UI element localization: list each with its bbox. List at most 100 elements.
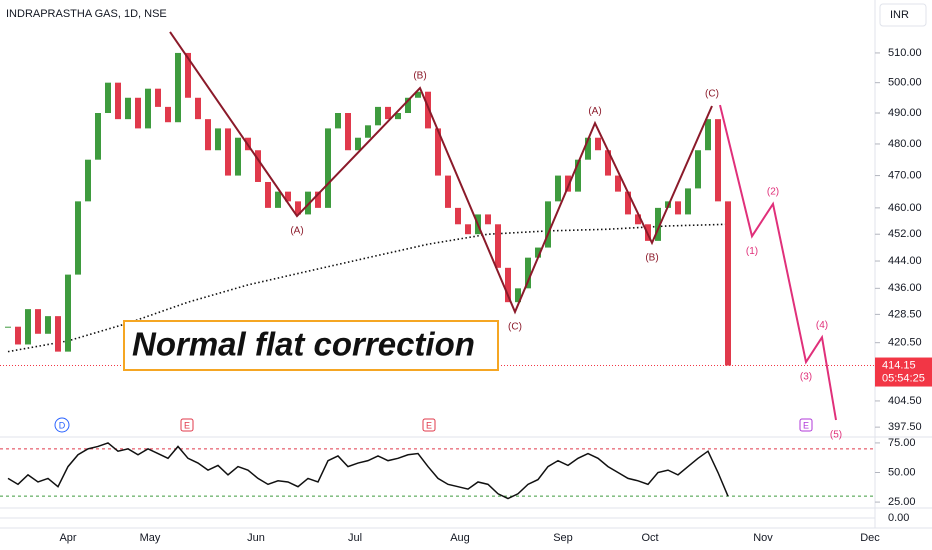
wave-label: (4): [816, 320, 828, 331]
candle: [135, 97, 141, 129]
y-tick-label: 50.00: [888, 466, 916, 478]
candle: [605, 150, 611, 176]
price-countdown: 05:54:25: [882, 372, 925, 384]
candle: [595, 137, 601, 151]
wave-label: (2): [767, 187, 779, 198]
candle: [355, 137, 361, 151]
candle: [565, 175, 571, 192]
candle: [585, 137, 591, 160]
wave-label: (1): [746, 246, 758, 257]
candle: [425, 91, 431, 129]
event-label: E: [803, 420, 809, 430]
candle: [385, 106, 391, 120]
candle: [495, 224, 501, 268]
x-tick-label: Oct: [641, 532, 658, 544]
y-tick-label: 75.00: [888, 437, 916, 449]
wave-label: (5): [830, 430, 842, 441]
price-tag: [875, 357, 932, 387]
candle: [485, 214, 491, 225]
candle: [635, 214, 641, 225]
candle: [125, 97, 131, 120]
x-tick-label: Jul: [348, 532, 362, 544]
y-tick-label: 490.00: [888, 107, 922, 119]
candle: [145, 88, 151, 129]
candle: [45, 316, 51, 334]
candle: [435, 128, 441, 176]
candle: [685, 188, 691, 215]
y-tick-label: 480.00: [888, 138, 922, 150]
event-marker: [799, 418, 813, 432]
y-tick-label: 428.50: [888, 308, 922, 320]
candle: [715, 119, 721, 202]
candle: [235, 137, 241, 176]
candle: [95, 113, 101, 160]
candle: [55, 316, 61, 352]
wave-label: (C): [705, 89, 719, 100]
candle: [375, 106, 381, 126]
candle: [305, 191, 311, 215]
y-tick-label: 470.00: [888, 169, 922, 181]
candle: [25, 309, 31, 345]
candle: [445, 175, 451, 208]
y-tick-label: 444.00: [888, 255, 922, 267]
wave-label: (C): [508, 322, 522, 333]
wave-line: [719, 104, 837, 421]
event-marker: [422, 418, 436, 432]
y-tick-label: 452.00: [888, 228, 922, 240]
candle: [85, 159, 91, 202]
candle: [335, 113, 341, 129]
wave-label: (B): [413, 71, 426, 82]
wave-line: [169, 31, 713, 315]
candle: [285, 191, 291, 202]
price-tag-value: 414.15: [882, 359, 916, 371]
event-label: E: [426, 420, 432, 430]
candle: [165, 106, 171, 123]
candle: [725, 201, 731, 366]
annotation: Normal flat correction: [132, 326, 475, 363]
y-tick-label: 500.00: [888, 77, 922, 89]
event-marker: [180, 418, 194, 432]
currency-box[interactable]: [879, 3, 927, 27]
candle: [555, 175, 561, 202]
x-tick-label: Apr: [59, 532, 76, 544]
x-tick-label: Dec: [860, 532, 880, 544]
candle: [415, 91, 421, 98]
candle: [295, 201, 301, 215]
y-tick-label: 460.00: [888, 202, 922, 214]
candle: [15, 326, 21, 345]
candle: [215, 128, 221, 151]
event-label: D: [59, 420, 66, 430]
y-tick-label: 404.50: [888, 395, 922, 407]
candle: [65, 274, 71, 352]
candle: [695, 150, 701, 189]
candle: [345, 113, 351, 151]
y-tick-label: 25.00: [888, 496, 916, 508]
candle: [35, 309, 41, 334]
candle: [675, 201, 681, 215]
candle: [525, 257, 531, 289]
y-tick-label: 436.00: [888, 282, 922, 294]
currency[interactable]: INR: [890, 9, 909, 21]
y-tick-label: 420.50: [888, 337, 922, 349]
candle: [395, 113, 401, 120]
candle: [705, 119, 711, 151]
event-marker: [54, 417, 70, 433]
candle: [255, 150, 261, 182]
candle: [515, 288, 521, 303]
candle: [505, 267, 511, 303]
candle: [115, 82, 121, 120]
candle: [175, 52, 181, 123]
candle: [465, 224, 471, 235]
annotation-box: [123, 320, 499, 371]
candle: [105, 82, 111, 114]
rsi-line: [7, 442, 729, 500]
wave-label: (B): [645, 253, 658, 264]
candle: [315, 191, 321, 208]
candle: [275, 191, 281, 208]
candle: [5, 326, 11, 328]
y-tick-label: 0.00: [888, 512, 909, 524]
chart-title: INDRAPRASTHA GAS, 1D, NSE: [6, 8, 167, 20]
candle: [405, 97, 411, 114]
